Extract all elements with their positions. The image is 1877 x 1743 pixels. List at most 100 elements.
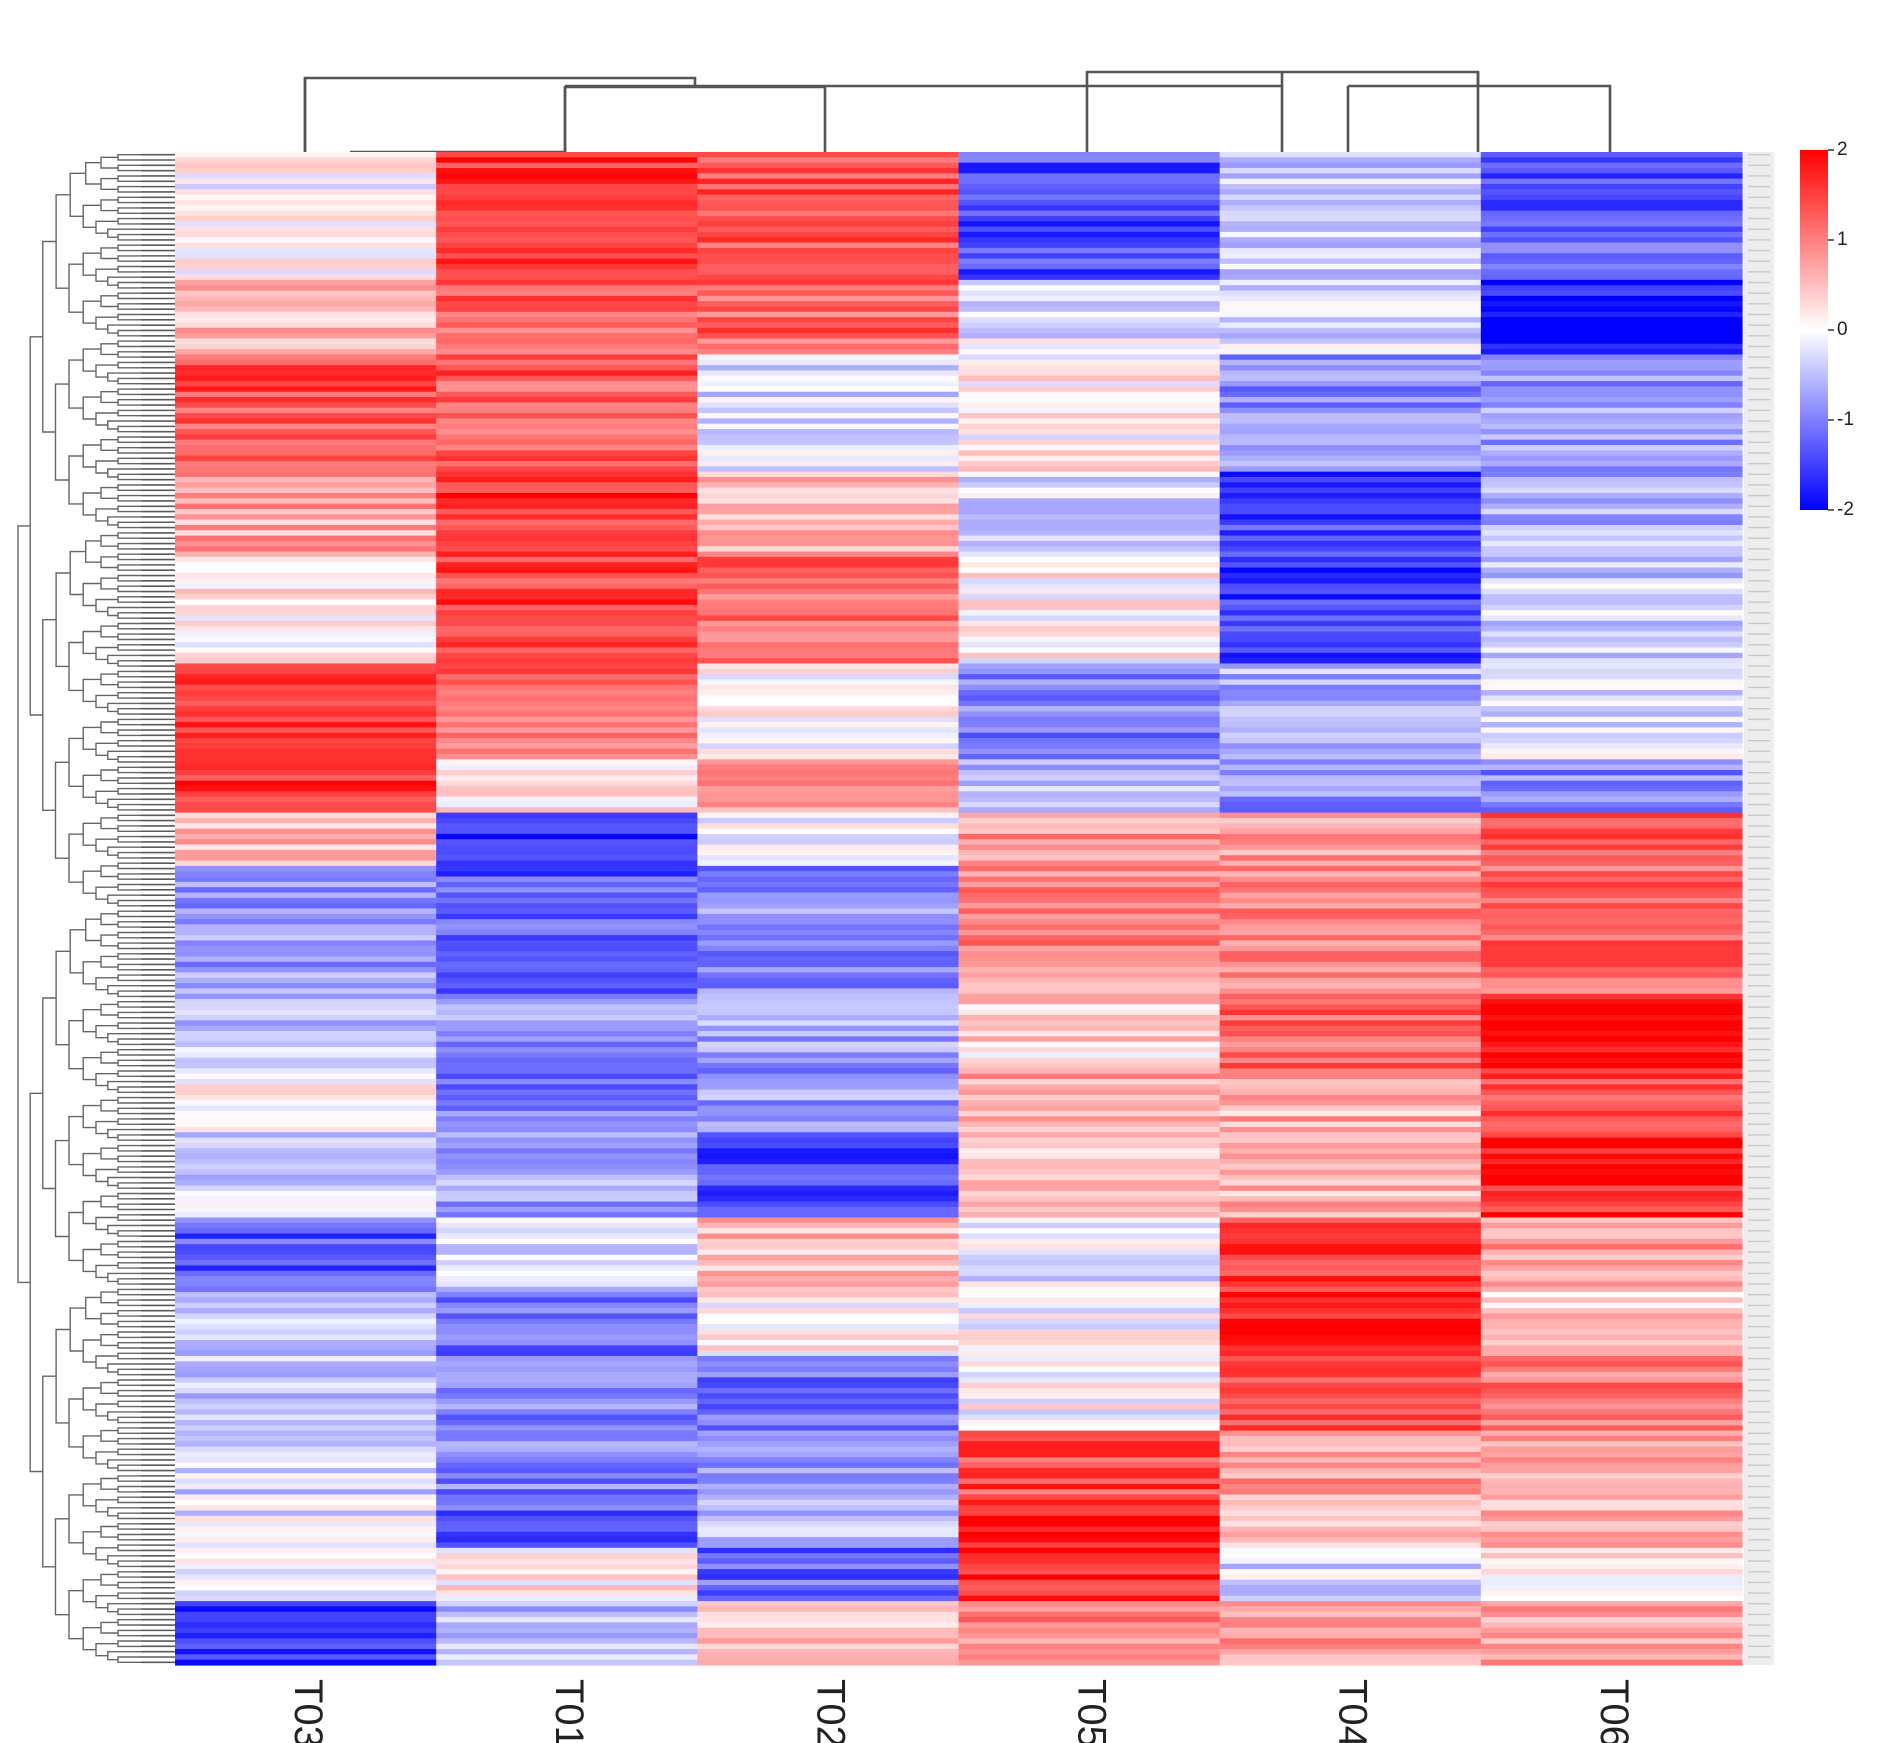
heatmap-cell [436,913,698,920]
heatmap-cell [958,1579,1221,1586]
heatmap-cell [1480,492,1743,499]
heatmap-cell [436,674,698,681]
heatmap-cell [697,668,960,675]
heatmap-cell [697,1617,960,1623]
heatmap-cell [1219,903,1482,910]
heatmap-cell [697,1260,960,1267]
heatmap-cell [1219,1270,1482,1277]
heatmap-cell [958,1633,1221,1639]
heatmap-cell [1219,1212,1482,1219]
heatmap-cell [1480,1387,1743,1394]
heatmap-cell [958,1281,1221,1288]
heatmap-cell [436,263,698,270]
heatmap-cell [1219,338,1482,345]
heatmap-cell [958,1222,1221,1229]
heatmap-cell [1219,791,1482,798]
heatmap-cell [436,1622,698,1629]
heatmap-cell [1480,1281,1743,1288]
heatmap-cell [1219,402,1482,409]
heatmap-cell [697,919,960,926]
heatmap-cell [175,999,437,1005]
heatmap-cell [436,1483,698,1490]
heatmap-cell [1480,306,1743,313]
heatmap-cell [175,1174,437,1181]
heatmap-cell [436,1595,698,1602]
heatmap-cell [1219,865,1482,872]
heatmap-cell [1219,1084,1482,1091]
heatmap-cell [1480,482,1743,489]
heatmap-cell [1480,1063,1743,1069]
heatmap-cell [1219,269,1482,276]
heatmap-cell [1219,1659,1482,1666]
heatmap-cell [1480,636,1743,643]
heatmap-cell [436,748,698,755]
heatmap-cell [697,1526,960,1533]
heatmap-cell [697,1494,960,1501]
heatmap-cell [1480,210,1743,217]
heatmap-cell [175,402,437,409]
heatmap-cell [1219,631,1482,638]
column-label-t04: T04 [1331,1679,1375,1743]
heatmap-cell [958,929,1221,936]
heatmap-cell [436,215,698,222]
heatmap-cell [958,983,1221,990]
heatmap-cell [958,1238,1221,1245]
heatmap-cell [436,738,698,744]
heatmap-cell [958,1441,1221,1448]
heatmap-cell [1480,1078,1743,1085]
heatmap-cell [175,1409,437,1416]
heatmap-cell [175,1627,437,1634]
heatmap-cell [697,322,960,329]
heatmap-cell [1480,508,1743,515]
heatmap-cell [175,1009,437,1016]
heatmap-cell [1480,391,1743,398]
heatmap-cell [1480,429,1743,435]
heatmap-cell [1219,1340,1482,1346]
heatmap-cell [175,1180,437,1187]
heatmap-cell [1480,530,1743,537]
heatmap-cell [436,487,698,494]
heatmap-cell [958,1164,1221,1171]
heatmap-cell [958,626,1221,633]
heatmap-cell [1219,711,1482,718]
heatmap-cell [175,887,437,894]
heatmap-cell [958,1041,1221,1048]
heatmap-cell [175,961,437,968]
heatmap-cell [1480,764,1743,771]
heatmap-cell [1480,1622,1743,1629]
heatmap-cell [175,418,437,425]
heatmap-cell [175,1318,437,1325]
heatmap-cell [175,274,437,281]
heatmap-cell [175,1052,437,1059]
heatmap-cell [1219,897,1482,904]
heatmap-cell [175,1297,437,1304]
heatmap-cell [436,1510,698,1517]
heatmap-cell [1219,1031,1482,1037]
heatmap-cell [175,1110,437,1117]
heatmap-cell [1219,317,1482,324]
heatmap-cell [958,1350,1221,1357]
heatmap-cell [1480,1340,1743,1346]
heatmap-cell [1480,999,1743,1005]
heatmap-cell [958,700,1221,707]
heatmap-cell [1219,1361,1482,1368]
heatmap-cell [1480,833,1743,840]
heatmap-cell [175,748,437,755]
heatmap-cell [958,796,1221,803]
heatmap-cell [1480,993,1743,1000]
heatmap-cell [1219,1382,1482,1389]
heatmap-cell [175,429,437,435]
heatmap-cell [1480,945,1743,952]
heatmap-cell [436,439,698,446]
heatmap-cell [1219,993,1482,1000]
heatmap-cell [1219,908,1482,915]
heatmap-cell [958,1356,1221,1362]
heatmap-cell [1219,1052,1482,1059]
heatmap-cell [697,615,960,622]
heatmap-cell [175,1382,437,1389]
heatmap-cell [697,945,960,952]
heatmap-cell [958,1483,1221,1490]
heatmap-cell [436,1590,698,1597]
heatmap-cell [1219,732,1482,739]
